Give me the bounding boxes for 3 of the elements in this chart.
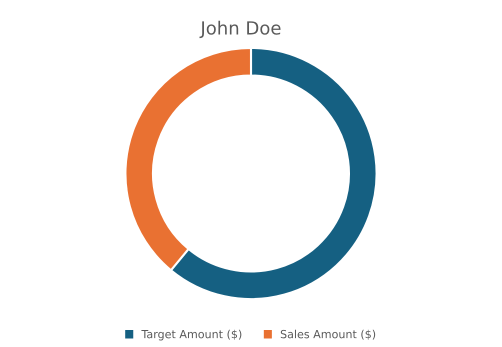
- chart-title: John Doe: [199, 20, 281, 38]
- legend-label: Target Amount ($): [141, 330, 242, 340]
- legend-label: Sales Amount ($): [280, 330, 376, 340]
